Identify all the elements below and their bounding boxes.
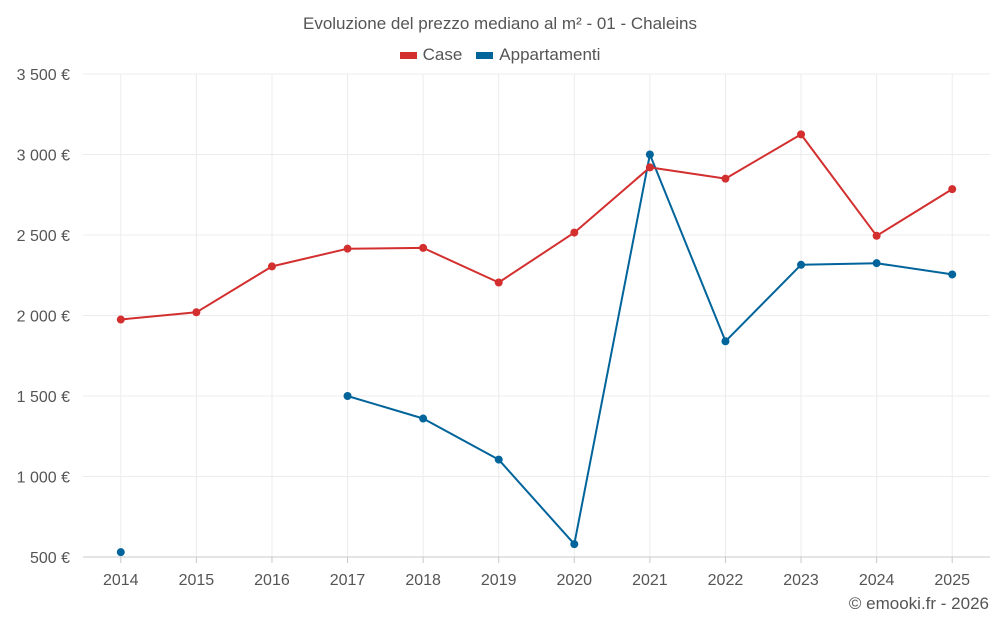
data-point-case bbox=[494, 278, 503, 287]
data-point-case bbox=[645, 163, 654, 172]
data-point-case bbox=[872, 231, 881, 240]
x-tick-label: 2017 bbox=[330, 572, 366, 589]
x-tick-label: 2025 bbox=[934, 572, 970, 589]
legend-label-case: Case bbox=[422, 45, 463, 64]
y-tick-label: 2 500 € bbox=[17, 228, 70, 245]
data-point-appartamenti bbox=[419, 414, 428, 423]
y-tick-label: 1 500 € bbox=[17, 389, 70, 406]
data-point-case bbox=[797, 130, 806, 139]
data-point-case bbox=[343, 244, 352, 253]
legend-label-appartamenti: Appartamenti bbox=[499, 45, 601, 64]
data-point-appartamenti bbox=[645, 150, 654, 159]
credit-text: © emooki.fr - 2026 bbox=[848, 594, 989, 613]
data-point-case bbox=[267, 262, 276, 271]
data-point-appartamenti bbox=[721, 337, 730, 346]
x-tick-label: 2024 bbox=[859, 572, 895, 589]
data-point-case bbox=[948, 185, 957, 194]
data-point-case bbox=[419, 243, 428, 252]
legend-item-appartamenti[interactable]: Appartamenti bbox=[476, 45, 600, 65]
x-tick-label: 2019 bbox=[481, 572, 517, 589]
data-point-case bbox=[116, 315, 125, 324]
data-point-case bbox=[721, 174, 730, 183]
data-point-case bbox=[192, 308, 201, 317]
y-tick-label: 3 000 € bbox=[17, 148, 70, 165]
data-point-appartamenti bbox=[494, 455, 503, 464]
chart-legend: Case Appartamenti bbox=[0, 45, 1000, 65]
x-tick-label: 2015 bbox=[179, 572, 215, 589]
data-point-case bbox=[570, 228, 579, 237]
legend-swatch-case bbox=[399, 51, 417, 59]
data-point-appartamenti bbox=[872, 259, 881, 268]
x-tick-label: 2020 bbox=[556, 572, 592, 589]
data-point-appartamenti bbox=[948, 270, 957, 279]
y-tick-label: 1 000 € bbox=[17, 470, 70, 487]
y-tick-label: 3 500 € bbox=[17, 67, 70, 84]
data-point-appartamenti bbox=[343, 392, 352, 400]
series-line-case bbox=[120, 133, 953, 321]
x-tick-label: 2022 bbox=[708, 572, 744, 589]
data-point-appartamenti bbox=[570, 540, 579, 549]
x-tick-label: 2023 bbox=[783, 572, 819, 589]
chart-title: Evoluzione del prezzo mediano al m² - 01… bbox=[302, 14, 698, 33]
data-point-appartamenti bbox=[797, 260, 806, 269]
data-point-appartamenti bbox=[116, 548, 125, 557]
y-tick-label: 500 € bbox=[30, 550, 70, 567]
x-tick-label: 2018 bbox=[405, 572, 441, 589]
legend-item-case[interactable]: Case bbox=[399, 45, 463, 65]
legend-swatch-appartamenti bbox=[476, 51, 494, 59]
x-tick-label: 2016 bbox=[254, 572, 290, 589]
y-tick-label: 2 000 € bbox=[17, 309, 70, 326]
x-tick-label: 2021 bbox=[632, 572, 668, 589]
x-tick-label: 2014 bbox=[103, 572, 139, 589]
